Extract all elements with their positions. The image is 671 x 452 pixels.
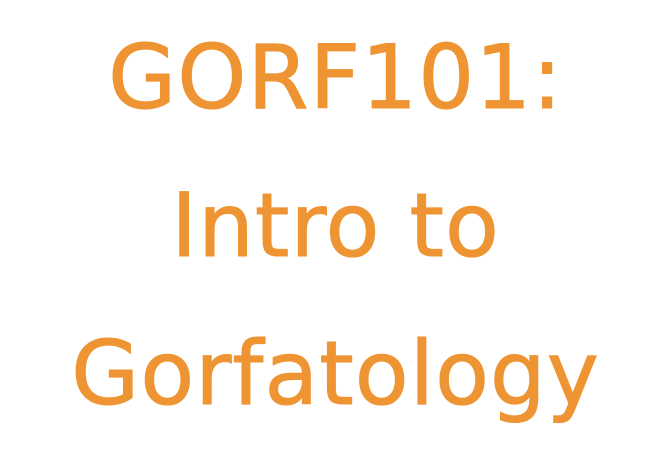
title-line-intro: Intro to	[171, 174, 500, 278]
title-block: GORF101: Intro to Gorfatology	[0, 14, 671, 438]
title-line-subject: Gorfatology	[71, 322, 600, 426]
title-line-course-code: GORF101:	[108, 26, 563, 130]
